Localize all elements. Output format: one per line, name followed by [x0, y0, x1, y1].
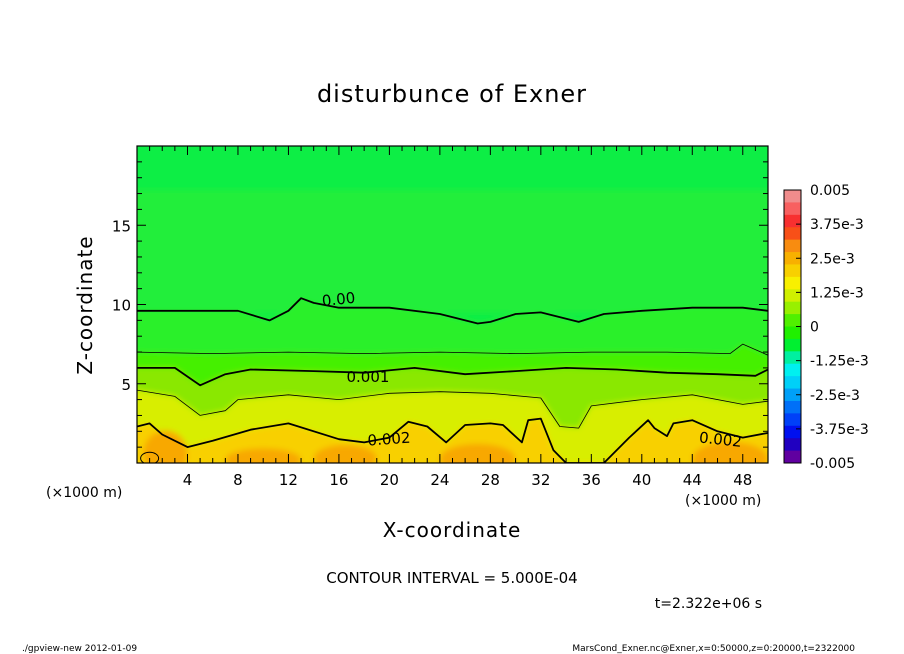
- x-tick-label: 28: [481, 471, 500, 489]
- colorbar-swatch: [784, 425, 801, 439]
- y-tick-label: 10: [112, 297, 131, 315]
- colorbar-swatch: [784, 314, 801, 327]
- colorbar-swatch: [784, 338, 801, 352]
- contour-line-0: [137, 297, 768, 325]
- contour-line-1: [137, 343, 768, 356]
- band-upper-patch: [137, 190, 768, 313]
- colorbar-swatch: [784, 326, 801, 340]
- colorbar-swatch: [784, 289, 801, 303]
- contour-label: 0.001: [346, 368, 389, 386]
- x-tick-label: 44: [683, 471, 702, 489]
- chart-title: disturbunce of Exner: [317, 80, 587, 108]
- colorbar-swatch: [784, 450, 801, 464]
- footer-right-text: MarsCond_Exner.nc@Exner,x=0:50000,z=0:20…: [572, 644, 855, 654]
- colorbar-label: 0: [810, 320, 819, 336]
- contour-line-2: [137, 367, 768, 387]
- colorbar-label: 1.25e-3: [810, 285, 864, 301]
- colorbar-swatch: [784, 388, 801, 402]
- pocket-4: [692, 441, 768, 463]
- colorbar-label: -1.25e-3: [810, 354, 869, 370]
- contour-line-3: [137, 389, 768, 429]
- colorbar-swatch: [784, 214, 801, 228]
- y-axis-ticks: 5 10 15: [112, 161, 768, 448]
- colorbar-swatch: [784, 413, 801, 427]
- x-tick-label: 20: [380, 471, 399, 489]
- footer-left-text: ./gpview-new 2012-01-09: [22, 644, 137, 654]
- x-unit-label-right: (×1000 m): [685, 493, 761, 509]
- time-text: t=2.322e+06 s: [655, 596, 762, 612]
- x-tick-label: 32: [531, 471, 550, 489]
- colorbar-swatch: [784, 252, 801, 265]
- x-tick-label: 24: [430, 471, 449, 489]
- pocket-3: [439, 443, 516, 463]
- colorbar-label: -0.005: [810, 456, 855, 472]
- x-axis-ticks: 4 8 12 16 20 24 28 32 36 40 44 48: [149, 146, 756, 489]
- x-axis-label: X-coordinate: [383, 518, 522, 542]
- colorbar-label: -3.75e-3: [810, 422, 869, 438]
- y-tick-label: 5: [121, 376, 131, 394]
- x-unit-label-left: (×1000 m): [46, 485, 122, 501]
- x-tick-label: 4: [183, 471, 193, 489]
- colorbar-swatch: [784, 363, 801, 377]
- colorbar-swatch: [784, 264, 801, 278]
- colorbar-swatch: [784, 376, 801, 389]
- contour-closed-small: [140, 451, 160, 463]
- colorbar-swatch: [784, 227, 801, 241]
- pocket-2: [313, 444, 377, 463]
- colorbar-label: 3.75e-3: [810, 217, 864, 233]
- x-tick-label: 16: [329, 471, 348, 489]
- x-tick-label: 36: [582, 471, 601, 489]
- contour-label: 0.00: [321, 289, 356, 310]
- contour-label: 0.002: [698, 428, 743, 450]
- contour-line-4: [137, 417, 768, 463]
- x-tick-label: 12: [279, 471, 298, 489]
- x-tick-label: 40: [632, 471, 651, 489]
- x-tick-label: 8: [233, 471, 243, 489]
- y-axis-label: Z-coordinate: [73, 235, 97, 374]
- contour-interval-text: CONTOUR INTERVAL = 5.000E-04: [326, 569, 577, 587]
- y-tick-label: 15: [112, 217, 131, 235]
- colorbar-label: 0.005: [810, 183, 850, 199]
- pocket-1: [225, 448, 302, 463]
- colorbar-swatch: [784, 351, 801, 365]
- colorbar: 0.005 3.75e-3 2.5e-3 1.25e-3 0 -1.25e-3 -2.5e-…: [783, 183, 869, 472]
- colorbar-label: 2.5e-3: [810, 251, 855, 267]
- contour-labels: 0.00 0.001 0.002 0.002: [321, 289, 743, 451]
- colorbar-swatch: [784, 239, 801, 253]
- contour-label: 0.002: [367, 429, 411, 450]
- contour-layer: [137, 297, 768, 463]
- colorbar-swatch: [784, 276, 801, 290]
- x-tick-label: 48: [733, 471, 752, 489]
- color-fill-layer: [137, 146, 768, 463]
- colorbar-swatch: [784, 400, 801, 414]
- colorbar-swatch: [784, 202, 801, 216]
- colorbar-swatch: [784, 301, 801, 315]
- colorbar-swatch: [784, 438, 801, 451]
- colorbar-label: -2.5e-3: [810, 388, 860, 404]
- band-onehalf-two: [137, 418, 768, 463]
- colorbar-swatch: [784, 190, 801, 203]
- pocket-0: [143, 430, 188, 463]
